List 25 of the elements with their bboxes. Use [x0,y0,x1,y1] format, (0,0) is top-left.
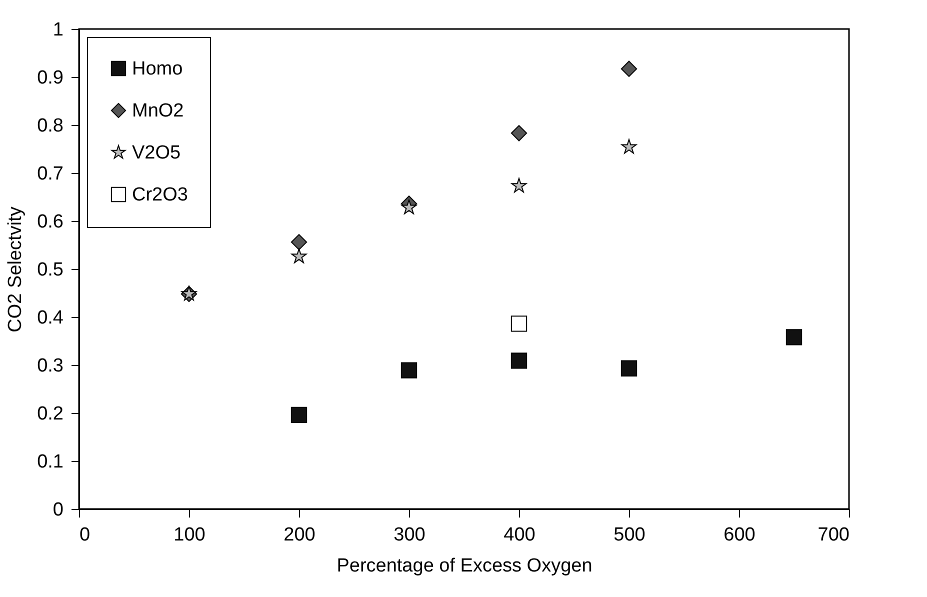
y-tick-label: 1 [52,20,64,40]
x-tick-label: 300 [394,524,426,546]
y-tick-label: 0.6 [37,212,64,232]
y-tick-label: 0.8 [37,116,64,136]
y-tick-label: 0 [52,500,64,520]
y-tick-label: 0.7 [37,164,64,184]
x-tick-label: 0 [80,524,90,546]
x-tick-label: 500 [614,524,646,546]
legend-label: Homo [132,58,183,80]
legend-label: MnO2 [132,100,184,122]
x-tick-label: 700 [818,524,850,546]
y-tick-label: 0.4 [37,308,64,328]
x-tick-label: 600 [724,524,756,546]
legend-label: V2O5 [132,142,181,164]
x-tick-label: 200 [284,524,316,546]
y-tick-label: 0.9 [37,68,64,88]
y-tick-label: 0.5 [37,260,64,280]
x-tick-label: 100 [174,524,206,546]
x-tick-label: 400 [504,524,536,546]
y-tick-label: 0.3 [37,356,64,376]
y-axis-title: CO2 Selectvity [5,206,26,332]
y-tick-label: 0.1 [37,452,64,472]
x-axis-title: Percentage of Excess Oxygen [336,556,592,576]
legend-label: Cr2O3 [132,184,188,206]
y-tick-label: 0.2 [37,404,64,424]
